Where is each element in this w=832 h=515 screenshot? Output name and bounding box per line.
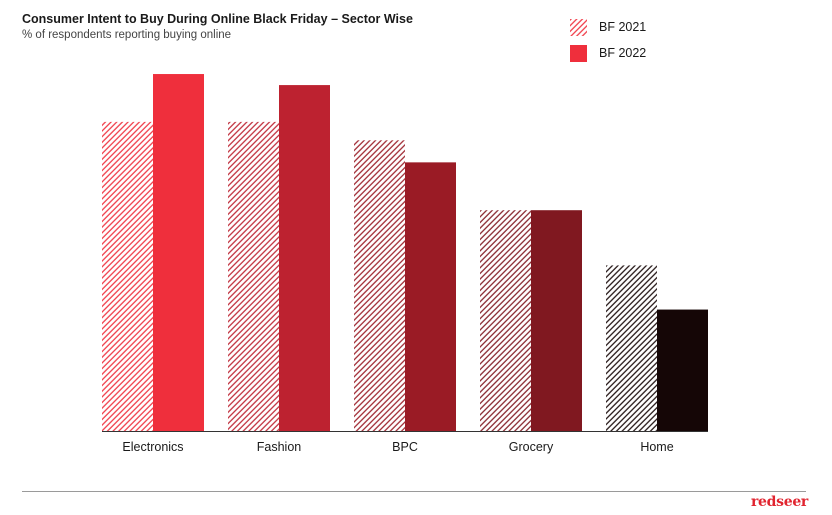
- bar-bf2022-grocery: [531, 210, 582, 431]
- x-tick-label-fashion: Fashion: [257, 440, 302, 454]
- legend-swatch-solid: [570, 44, 587, 62]
- legend-label-bf2021: BF 2021: [599, 20, 647, 34]
- x-tick-label-grocery: Grocery: [509, 440, 554, 454]
- legend-label-bf2022: BF 2022: [599, 46, 647, 60]
- bar-bf2021-fashion: [228, 121, 279, 431]
- legend-item-bf2021: BF 2021: [570, 14, 646, 40]
- brand-logo: redseer: [750, 494, 808, 510]
- footer-divider: [22, 491, 806, 492]
- legend-item-bf2022: BF 2022: [570, 40, 646, 66]
- bar-bf2022-home: [657, 309, 708, 431]
- bar-bf2021-electronics: [102, 121, 153, 431]
- chart-subtitle: % of respondents reporting buying online: [22, 29, 232, 41]
- bar-bf2021-home: [606, 265, 657, 431]
- bar-bf2021-grocery: [480, 210, 531, 431]
- legend: BF 2021 BF 2022: [570, 14, 646, 66]
- bar-bf2022-electronics: [153, 74, 204, 431]
- bar-bf2021-bpc: [354, 140, 405, 431]
- bar-bf2022-bpc: [405, 162, 456, 432]
- bar-bf2022-fashion: [279, 85, 330, 431]
- x-tick-label-electronics: Electronics: [122, 440, 183, 454]
- x-tick-label-bpc: BPC: [392, 440, 418, 454]
- x-tick-label-home: Home: [640, 440, 673, 454]
- legend-swatch-hatched: [570, 18, 587, 36]
- chart-title: Consumer Intent to Buy During Online Bla…: [22, 12, 413, 26]
